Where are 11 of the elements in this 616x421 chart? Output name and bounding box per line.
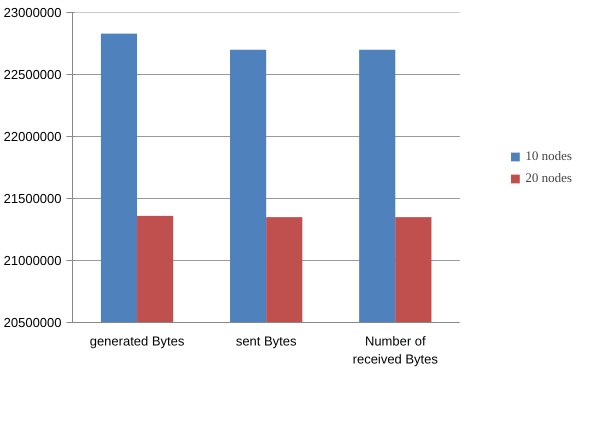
y-tick-label: 22000000	[4, 129, 62, 144]
x-tick-label: Number of received Bytes	[352, 334, 438, 366]
x-tick-label: sent Bytes	[236, 334, 298, 348]
x-tick-label: generated Bytes	[90, 334, 185, 348]
y-tick-label: 21500000	[4, 191, 62, 206]
y-tick-label: 21000000	[4, 253, 62, 268]
legend-label: 10 nodes	[525, 148, 572, 164]
legend-label: 20 nodes	[525, 170, 572, 186]
y-tick-label: 22500000	[4, 67, 62, 82]
y-tick-label: 20500000	[4, 315, 62, 330]
y-tick-label: 23000000	[4, 5, 62, 20]
